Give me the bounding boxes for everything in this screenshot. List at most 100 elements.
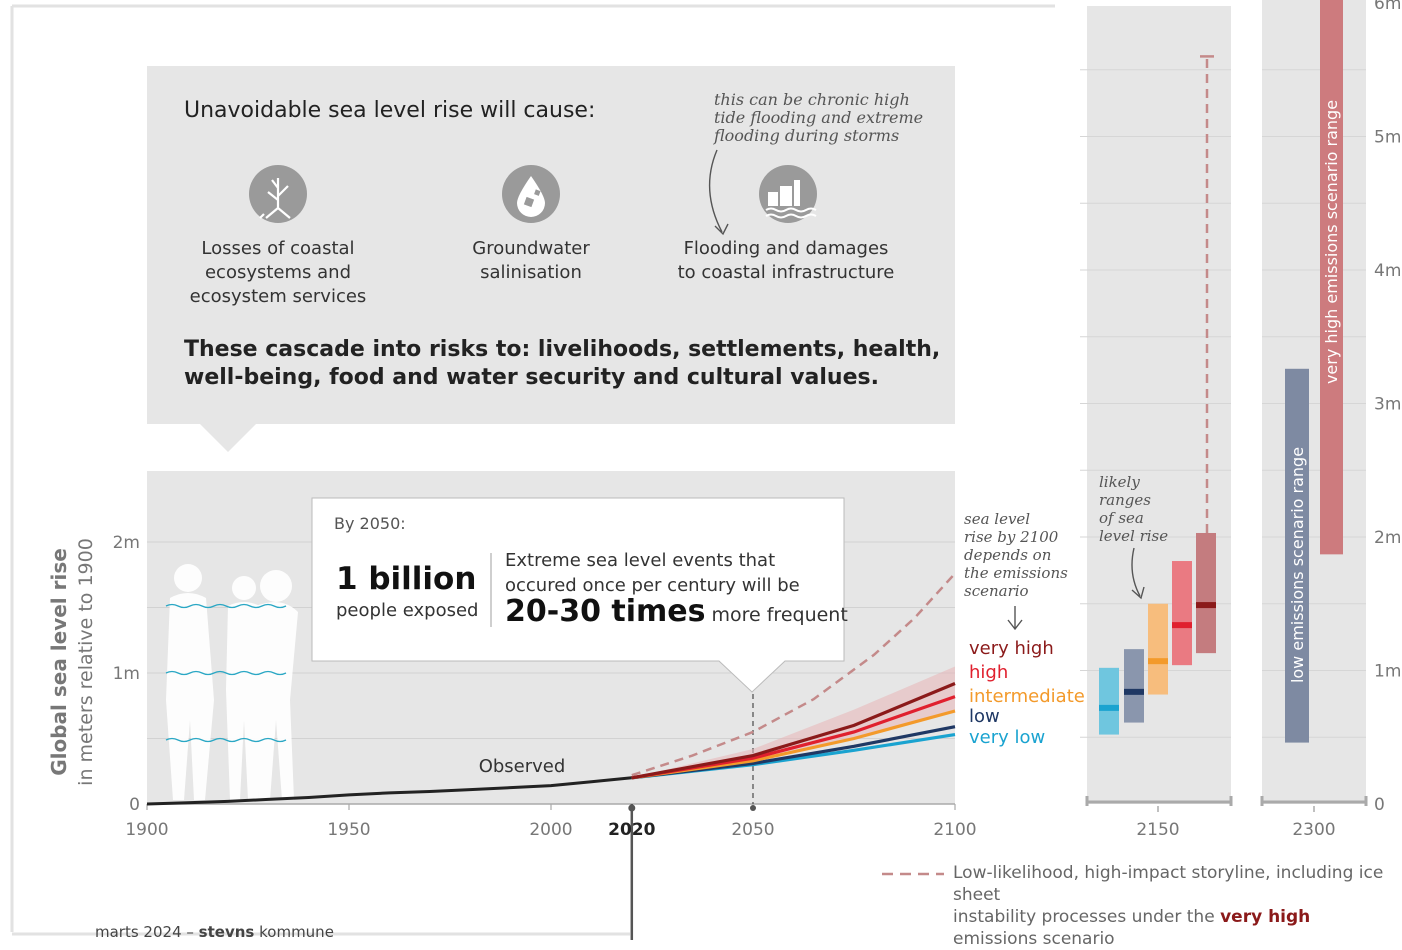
range-2150-median xyxy=(1196,602,1216,609)
mangrove-roots xyxy=(259,178,291,219)
callout-events-line: occured once per century will be xyxy=(505,575,800,596)
note-line: scenario xyxy=(964,582,1029,600)
note-line: rise by 2100 xyxy=(964,528,1059,546)
footer-brand: stevns xyxy=(198,923,255,941)
salt-crystal xyxy=(534,189,541,196)
impact-label-ecosystems: Losses of coastal ecosystems and ecosyst… xyxy=(188,237,368,309)
range-2300-high-label: very high emissions scenario range xyxy=(1322,100,1341,384)
observed-label: Observed xyxy=(479,756,566,777)
scenario-label-very-low: very low xyxy=(969,727,1046,748)
water-level-line xyxy=(165,670,287,676)
impact-line: Losses of coastal xyxy=(201,238,355,259)
lighthouse xyxy=(794,180,800,206)
x-tick-label-2300: 2300 xyxy=(1292,820,1335,840)
right-y-tick-label: 6m xyxy=(1374,0,1401,14)
right-y-tick-label: 5m xyxy=(1374,128,1401,148)
scenario-label-low: low xyxy=(969,706,1000,727)
callout-divider xyxy=(490,553,492,627)
range-2150-median xyxy=(1172,622,1192,629)
right-y-tick-label: 1m xyxy=(1374,662,1401,682)
range-2150-bar xyxy=(1124,649,1144,723)
right-y-tick-label: 0 xyxy=(1374,795,1385,815)
cascade-text: These cascade into risks to: livelihoods… xyxy=(184,336,944,392)
callout-year: By 2050: xyxy=(334,514,406,533)
x-tick-label: 1900 xyxy=(125,820,168,840)
year-2050-dot xyxy=(750,805,756,811)
range-2300-low-bar xyxy=(1285,368,1309,743)
note-line: depends on xyxy=(964,546,1052,564)
footer: marts 2024 – stevns kommune xyxy=(95,923,334,941)
salt-crystal xyxy=(523,196,535,208)
callout-big-number: 1 billion xyxy=(336,561,477,597)
people-silhouette xyxy=(166,564,298,800)
storyline-legend: Low-likelihood, high-impact storyline, i… xyxy=(953,862,1398,950)
note-line: flooding during storms xyxy=(714,126,900,145)
note-line: tide flooding and extreme xyxy=(714,108,924,127)
footer-suffix: kommune xyxy=(259,923,334,941)
person-head xyxy=(260,570,292,602)
water-level-line xyxy=(165,737,287,743)
impacts-panel-pointer xyxy=(200,424,256,452)
cascade-line: These cascade into risks to: livelihoods… xyxy=(184,337,941,362)
depends-arrow xyxy=(1007,606,1023,631)
likely-note: likely ranges of sea level rise xyxy=(1099,473,1168,545)
flooded-city-icon xyxy=(765,180,817,219)
x-tick-label: 1950 xyxy=(327,820,370,840)
scenario-label-high: high xyxy=(969,662,1009,683)
scenario-label-very-high: very high xyxy=(969,638,1054,659)
range-2150-median xyxy=(1099,704,1119,711)
impacts-panel xyxy=(147,66,955,424)
very-high-band xyxy=(631,666,955,778)
year-2020-dot xyxy=(628,804,636,812)
person-head xyxy=(174,564,202,592)
y-tick-label: 0 xyxy=(129,795,140,815)
flood-note-arrow xyxy=(708,149,729,236)
flood-note: this can be chronic high tide flooding a… xyxy=(714,91,923,145)
wave xyxy=(765,213,817,219)
person-body xyxy=(166,593,214,800)
y-axis-sublabel: in meters relative to 1900 xyxy=(75,538,97,786)
likely-arrow xyxy=(1131,547,1145,600)
range-2150-bar xyxy=(1099,667,1119,735)
callout-events: Extreme sea level events that occured on… xyxy=(505,548,835,598)
legend-bold: very high xyxy=(1220,907,1311,927)
legend-line: instability processes under the very hig… xyxy=(953,906,1398,950)
scenario-label-intermediate: intermediate xyxy=(969,686,1085,707)
callout-times-tail: more frequent xyxy=(711,604,848,626)
x-tick-label: 2000 xyxy=(529,820,572,840)
callout-times: 20-30 times more frequent xyxy=(505,594,848,629)
x-tick-label: 2020 xyxy=(608,820,655,840)
range-2150-bar xyxy=(1148,603,1168,695)
note-line: likely xyxy=(1099,473,1140,491)
water-level-line xyxy=(165,603,287,609)
legend-line: Low-likelihood, high-impact storyline, i… xyxy=(953,863,1384,905)
drop-shape xyxy=(517,176,545,217)
depends-note: sea level rise by 2100 depends on the em… xyxy=(964,510,1068,600)
range-2150-median xyxy=(1124,688,1144,695)
wave xyxy=(765,207,817,213)
x-tick-label: 2050 xyxy=(731,820,774,840)
right-y-tick-label: 2m xyxy=(1374,528,1401,548)
building xyxy=(780,186,792,206)
impacts-title: Unavoidable sea level rise will cause: xyxy=(184,98,596,123)
impact-line: to coastal infrastructure xyxy=(677,262,895,283)
impact-line: salinisation xyxy=(480,262,582,283)
scenario-line-very_high xyxy=(631,682,956,780)
mangrove-icon xyxy=(259,178,291,219)
note-line: this can be chronic high xyxy=(714,90,910,109)
callout-big-number-sub: people exposed xyxy=(336,600,479,621)
footer-prefix: marts 2024 – xyxy=(95,923,194,941)
cascade-line: well-being, food and water security and … xyxy=(184,365,879,390)
range-2300-high-bar xyxy=(1320,0,1343,555)
legend-post: emissions scenario xyxy=(953,929,1115,949)
note-line: level rise xyxy=(1099,527,1169,545)
x-tick-label: 2100 xyxy=(933,820,976,840)
range-2150-median xyxy=(1148,658,1168,665)
callout-events-line: Extreme sea level events that xyxy=(505,550,776,571)
building xyxy=(768,192,778,206)
observed-line xyxy=(146,776,632,806)
person-head xyxy=(232,576,256,600)
y-tick-label: 2m xyxy=(113,533,140,553)
